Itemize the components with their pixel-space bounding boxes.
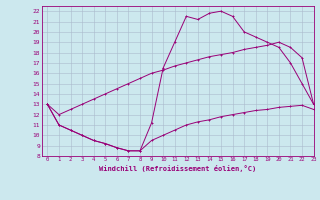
X-axis label: Windchill (Refroidissement éolien,°C): Windchill (Refroidissement éolien,°C) <box>99 165 256 172</box>
